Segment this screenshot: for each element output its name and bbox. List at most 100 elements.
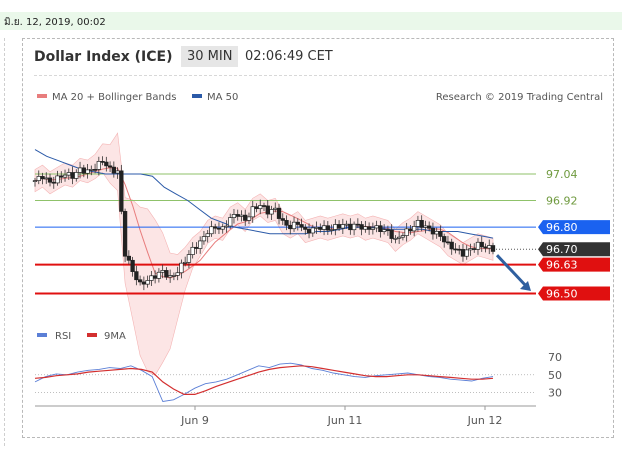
x-tick-label: Jun 9 — [180, 414, 209, 427]
candle-body — [321, 225, 327, 230]
candle-body — [472, 248, 477, 250]
candle-body — [306, 229, 312, 234]
candle-body — [107, 165, 113, 168]
candle-body — [333, 224, 338, 230]
candle-body — [179, 262, 184, 274]
candle-body — [122, 211, 128, 257]
level-label-96-63: 96.63 — [546, 259, 578, 272]
candle-body — [258, 205, 263, 210]
candle-body — [44, 177, 49, 180]
candle-body — [385, 229, 391, 232]
level-box-96-80 — [538, 220, 610, 235]
candle-body — [194, 246, 199, 249]
candle-body — [224, 225, 229, 228]
candle-body — [59, 175, 64, 178]
candle-body — [381, 229, 387, 233]
candle-body — [487, 245, 492, 249]
rsi-tick-30: 30 — [548, 387, 562, 400]
candle-body — [137, 279, 143, 283]
rsi-tick-50: 50 — [548, 369, 562, 382]
candle-body — [231, 214, 237, 218]
candle-body — [408, 228, 413, 232]
candle-body — [355, 223, 361, 226]
candle-body — [36, 176, 41, 181]
bollinger-bands — [34, 132, 494, 376]
candle-body — [130, 259, 135, 272]
candle-body — [318, 227, 323, 230]
candle-body — [329, 229, 334, 231]
candle-body — [70, 172, 75, 179]
candle-body — [393, 237, 398, 240]
candle-body — [449, 241, 454, 250]
candle-body — [141, 281, 147, 285]
candle-body — [288, 224, 293, 230]
rsi-tick-70: 70 — [548, 351, 562, 364]
candle-body — [198, 240, 203, 249]
candle-body — [167, 275, 173, 278]
candle-body — [348, 223, 353, 231]
candle-body — [351, 223, 357, 231]
candle-body — [164, 270, 169, 278]
candle-body — [55, 175, 60, 184]
level-label-96-80: 96.80 — [546, 221, 578, 234]
candle-body — [363, 226, 368, 230]
candle-body — [186, 254, 192, 263]
level-box-96-70 — [538, 242, 610, 257]
candlesticks — [32, 156, 496, 291]
candle-body — [66, 172, 71, 176]
candle-body — [145, 280, 150, 285]
candle-body — [295, 221, 300, 225]
candle-body — [261, 205, 267, 207]
candle-body — [404, 228, 409, 236]
candle-body — [442, 236, 447, 243]
candle-body — [273, 207, 278, 210]
candle-body — [412, 226, 417, 232]
candle-body — [359, 224, 364, 230]
level-label-96-70: 96.70 — [546, 243, 578, 256]
level-label-96-50: 96.50 — [546, 287, 578, 300]
candle-body — [269, 209, 274, 215]
candle-body — [96, 161, 101, 170]
instrument-title: Dollar Index (ICE) — [34, 49, 173, 65]
candle-body — [460, 249, 466, 257]
level-box-96-50 — [538, 286, 610, 301]
candle-body — [190, 246, 195, 255]
candle-body — [216, 227, 222, 230]
candle-body — [209, 226, 214, 235]
candle-body — [228, 217, 233, 227]
candle-body — [51, 181, 56, 184]
rsi-legend-swatch — [37, 333, 47, 337]
level-box-96-63 — [538, 257, 610, 272]
projection-arrow-line — [495, 254, 529, 289]
candle-body — [314, 227, 319, 229]
candle-body — [89, 169, 94, 171]
timeframe-badge[interactable]: 30 MIN — [181, 46, 239, 67]
candle-body — [246, 216, 252, 221]
candle-body — [389, 229, 394, 239]
bollinger-band-area — [34, 132, 494, 376]
candle-body — [490, 245, 496, 252]
ma50-line-group — [34, 149, 494, 239]
candle-body — [201, 236, 207, 242]
price-levels — [35, 173, 536, 295]
candle-body — [111, 166, 116, 174]
candle-body — [119, 170, 124, 212]
candle-body — [423, 225, 428, 228]
candle-body — [239, 214, 244, 217]
candle-body — [291, 221, 297, 230]
candle-body — [453, 248, 458, 251]
candle-body — [427, 225, 432, 229]
level-labels: 97.04 96.92 96.80 96.70 96.63 96.50 — [538, 168, 610, 301]
candle-body — [280, 218, 285, 221]
candle-body — [171, 275, 177, 277]
candle-body — [62, 174, 68, 178]
candle-body — [419, 220, 424, 228]
candle-body — [370, 227, 376, 230]
candle-body — [464, 249, 469, 257]
candle-body — [183, 261, 188, 264]
rsi-series-rsi — [34, 362, 494, 402]
candle-body — [396, 236, 402, 239]
ma20-legend-label: MA 20 + Bollinger Bands — [52, 92, 176, 103]
candle-body — [430, 227, 436, 235]
